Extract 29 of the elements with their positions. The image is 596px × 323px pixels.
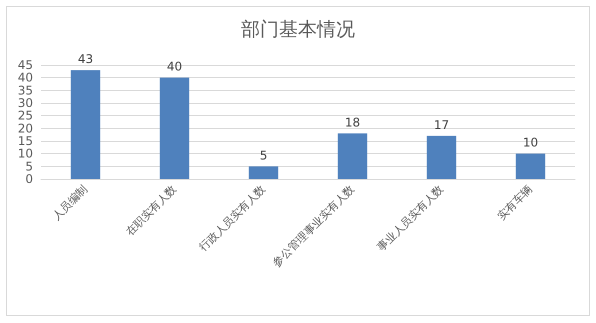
y-tick-label: 0 <box>25 172 33 186</box>
y-tick-label: 45 <box>18 58 33 72</box>
x-tick-label: 在职实有人数 <box>123 182 180 238</box>
y-tick-label: 25 <box>18 108 33 123</box>
y-tick-label: 30 <box>18 96 33 110</box>
data-label: 5 <box>260 148 268 162</box>
bar <box>70 70 100 179</box>
x-tick-label: 事业人员实有人数 <box>374 182 446 254</box>
x-tick-label: 参公管理事业实有人数 <box>270 182 358 270</box>
y-tick-label: 40 <box>18 70 33 85</box>
x-tick-label: 实有车辆 <box>494 182 536 223</box>
bar <box>160 78 190 179</box>
data-label: 43 <box>78 52 94 66</box>
data-label: 18 <box>344 115 360 130</box>
y-tick-label: 15 <box>18 134 33 148</box>
y-tick-label: 20 <box>18 121 33 136</box>
bar <box>426 136 456 179</box>
x-tick-label: 行政人员实有人数 <box>196 182 268 254</box>
chart-title: 部门基本情况 <box>241 18 355 40</box>
data-label: 17 <box>434 118 450 132</box>
bar <box>338 133 368 179</box>
bar <box>248 166 278 179</box>
data-label: 40 <box>166 60 182 74</box>
bar <box>516 154 546 179</box>
y-tick-label: 5 <box>25 159 33 174</box>
data-label: 10 <box>522 136 538 150</box>
x-tick-label: 人员编制 <box>50 182 90 223</box>
y-tick-label: 35 <box>18 83 33 98</box>
y-tick-label: 10 <box>18 146 33 161</box>
